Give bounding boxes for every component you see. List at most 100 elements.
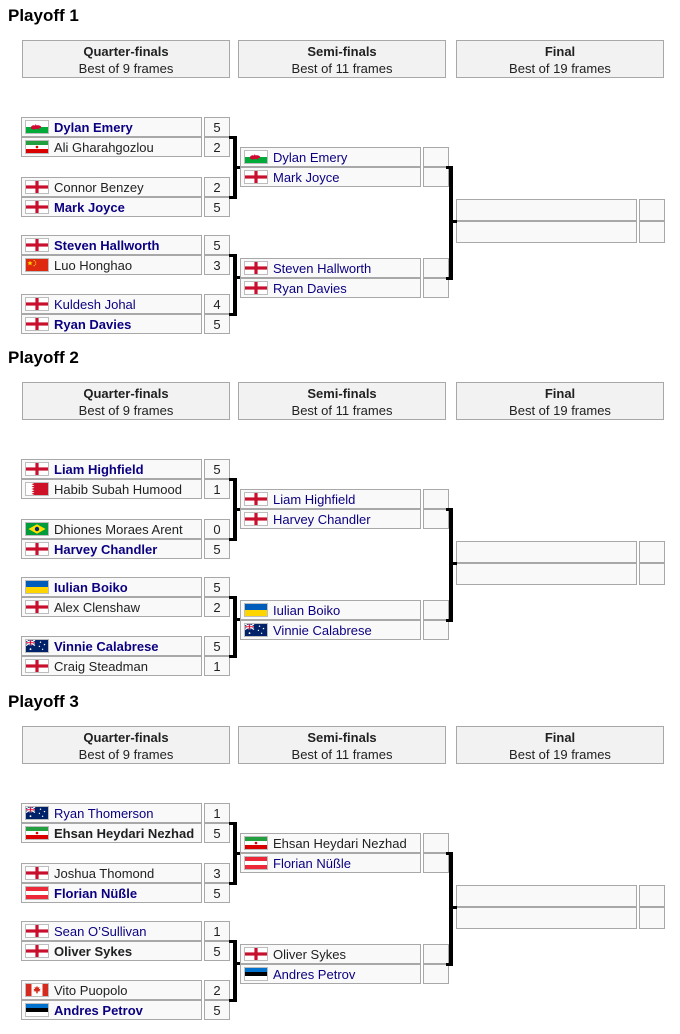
score-cell: 5 xyxy=(204,459,230,479)
match-row: Florian Nüßle 5 xyxy=(21,883,230,903)
bracket-line xyxy=(229,196,237,199)
player-cell: Iulian Boiko xyxy=(240,600,421,620)
flag-england-icon xyxy=(25,866,49,880)
player-name[interactable]: Vinnie Calabrese xyxy=(54,638,159,654)
round-header-final: Final Best of 19 frames xyxy=(456,382,664,420)
score-cell: 5 xyxy=(204,117,230,137)
final-row xyxy=(456,199,665,221)
flag-austria-icon xyxy=(244,856,268,870)
player-name[interactable]: Florian Nüßle xyxy=(54,885,138,901)
player-name: Ehsan Heydari Nezhad xyxy=(273,835,407,851)
flag-england-icon xyxy=(25,600,49,614)
player-name[interactable]: Harvey Chandler xyxy=(273,511,371,527)
round-header-final: Final Best of 19 frames xyxy=(456,726,664,764)
bracket-line xyxy=(229,999,237,1002)
round-header-semi-finals: Semi-finals Best of 11 frames xyxy=(238,726,446,764)
score-cell: 2 xyxy=(204,597,230,617)
bracket-line xyxy=(233,618,240,621)
round-header-quarter-finals: Quarter-finals Best of 9 frames xyxy=(22,40,230,78)
player-name[interactable]: Harvey Chandler xyxy=(54,541,158,557)
match-row: Connor Benzey 2 xyxy=(21,177,230,197)
match-row: Sean O’Sullivan 1 xyxy=(21,921,230,941)
flag-england-icon xyxy=(244,261,268,275)
match-row: Vito Puopolo 2 xyxy=(21,980,230,1000)
player-name[interactable]: Dylan Emery xyxy=(54,119,133,135)
match-row: Craig Steadman 1 xyxy=(21,656,230,676)
player-name[interactable]: Mark Joyce xyxy=(273,169,340,185)
round-header-quarter-finals: Quarter-finals Best of 9 frames xyxy=(22,382,230,420)
final-row xyxy=(456,541,665,563)
player-cell: Steven Hallworth xyxy=(240,258,421,278)
flag-england-icon xyxy=(25,659,49,673)
player-name[interactable]: Liam Highfield xyxy=(273,491,356,507)
round-format: Best of 19 frames xyxy=(509,747,611,762)
bracket-line xyxy=(233,596,237,658)
player-name[interactable]: Ryan Davies xyxy=(54,316,132,332)
match-row: Dylan Emery 5 xyxy=(21,117,230,137)
player-name[interactable]: Iulian Boiko xyxy=(54,579,128,595)
score-cell: 5 xyxy=(204,577,230,597)
flag-england-icon xyxy=(244,281,268,295)
score-cell xyxy=(423,964,449,984)
player-name[interactable]: Ryan Thomerson xyxy=(54,805,154,821)
player-name: Joshua Thomond xyxy=(54,865,155,881)
player-name[interactable]: Kuldesh Johal xyxy=(54,296,136,312)
player-name[interactable]: Iulian Boiko xyxy=(273,602,341,618)
flag-brazil-icon xyxy=(25,522,49,536)
bracket-line xyxy=(233,508,240,511)
player-name[interactable]: Ryan Davies xyxy=(273,280,347,296)
round-name: Semi-finals xyxy=(307,730,377,745)
player-cell: Harvey Chandler xyxy=(21,539,202,559)
player-name: Oliver Sykes xyxy=(273,946,346,962)
player-cell: Mark Joyce xyxy=(240,167,421,187)
match-row: Harvey Chandler 5 xyxy=(21,539,230,559)
score-cell xyxy=(639,541,665,563)
player-cell: Sean O’Sullivan xyxy=(21,921,202,941)
player-name[interactable]: Andres Petrov xyxy=(273,966,356,982)
score-cell xyxy=(423,147,449,167)
player-name: Oliver Sykes xyxy=(54,943,133,959)
playoff-2-section: Playoff 2 Quarter-finals Best of 9 frame… xyxy=(0,346,680,690)
player-name[interactable]: Dylan Emery xyxy=(273,149,348,165)
player-name[interactable]: Vinnie Calabrese xyxy=(273,622,372,638)
flag-australia-icon xyxy=(25,806,49,820)
player-cell: Florian Nüßle xyxy=(240,853,421,873)
player-name: Connor Benzey xyxy=(54,179,144,195)
player-name[interactable]: Sean O’Sullivan xyxy=(54,923,147,939)
score-cell xyxy=(639,885,665,907)
match-row: Kuldesh Johal 4 xyxy=(21,294,230,314)
match-row: Oliver Sykes 5 xyxy=(21,941,230,961)
player-cell xyxy=(456,907,637,929)
flag-england-icon xyxy=(25,944,49,958)
player-cell: Liam Highfield xyxy=(240,489,421,509)
player-name[interactable]: Florian Nüßle xyxy=(273,855,352,871)
player-cell: Oliver Sykes xyxy=(240,944,421,964)
score-cell: 1 xyxy=(204,656,230,676)
flag-estonia-icon xyxy=(244,967,268,981)
match-row: Mark Joyce xyxy=(240,167,449,187)
bracket-line xyxy=(229,313,237,316)
player-name[interactable]: Andres Petrov xyxy=(54,1002,143,1018)
match-row: Steven Hallworth 5 xyxy=(21,235,230,255)
player-name[interactable]: Steven Hallworth xyxy=(273,260,372,276)
section-title: Playoff 2 xyxy=(8,348,79,367)
score-cell: 2 xyxy=(204,177,230,197)
round-name: Final xyxy=(544,386,576,401)
round-name: Quarter-finals xyxy=(83,386,169,401)
flag-estonia-icon xyxy=(25,1003,49,1017)
player-cell: Ali Gharahgozlou xyxy=(21,137,202,157)
match-row: Vinnie Calabrese 5 xyxy=(21,636,230,656)
player-name[interactable]: Liam Highfield xyxy=(54,461,144,477)
match-row: Ryan Thomerson 1 xyxy=(21,803,230,823)
bracket-line xyxy=(233,276,240,279)
flag-wales-icon xyxy=(244,150,268,164)
flag-iran-icon xyxy=(244,836,268,850)
flag-england-icon xyxy=(244,170,268,184)
flag-china-icon xyxy=(25,258,49,272)
player-name: Luo Honghao xyxy=(54,257,133,273)
player-cell: Andres Petrov xyxy=(240,964,421,984)
match-row: Mark Joyce 5 xyxy=(21,197,230,217)
player-name[interactable]: Steven Hallworth xyxy=(54,237,160,253)
match-row: Liam Highfield xyxy=(240,489,449,509)
player-name[interactable]: Mark Joyce xyxy=(54,199,125,215)
